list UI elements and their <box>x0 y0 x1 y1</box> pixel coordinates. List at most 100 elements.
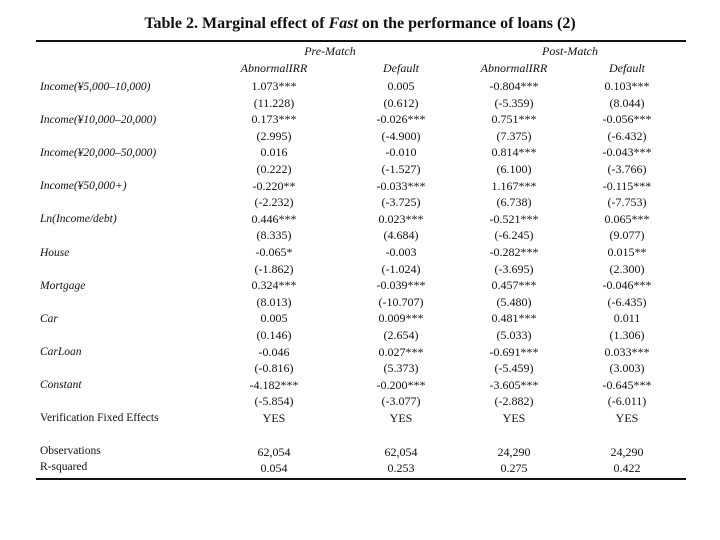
coefficient-cell: -0.804*** <box>489 79 539 93</box>
t-stat-cell: (-1.024) <box>381 261 421 276</box>
t-stat-cell: (-5.854) <box>254 394 294 409</box>
t-stat-cell: (-4.900) <box>381 128 421 143</box>
coefficient-cell: 0.005 <box>260 311 288 326</box>
coefficient-cell: -0.645*** <box>602 377 652 392</box>
coefficient-cell: 0.814*** <box>491 145 537 160</box>
coefficient-cell: -4.182*** <box>249 377 299 392</box>
column-post-default: 0.103*** (8.044) -0.056*** (-6.432) -0.043**… <box>572 78 682 426</box>
footer-post-default: 24,290 0.422 <box>572 444 682 476</box>
t-stat-cell: (-6.011) <box>607 394 647 409</box>
t-stat-cell: (-3.077) <box>381 394 421 409</box>
fixed-effects-cell: YES <box>262 410 286 425</box>
column-header-pre-abnormalirr: AbnormalIRR <box>240 61 308 75</box>
title-suffix: on the performance of loans (2) <box>357 15 576 32</box>
coefficient-cell: -0.010 <box>385 145 417 160</box>
r-squared-value: 0.422 <box>613 461 641 475</box>
table-title: Table 2. Marginal effect of Fast on the … <box>0 15 720 33</box>
column-header-post-default: Default <box>609 61 645 75</box>
t-stat-cell: (-3.766) <box>607 161 647 176</box>
coefficient-cell: -3.605*** <box>489 377 539 392</box>
coefficient-cell: -0.056*** <box>602 112 652 127</box>
t-stat-cell: (5.033) <box>496 327 532 342</box>
coefficient-cell: -0.046 <box>258 344 290 359</box>
fixed-effects-cell: YES <box>389 410 413 425</box>
coefficient-cell: 0.173*** <box>251 112 297 127</box>
coefficient-cell: 0.016 <box>260 145 288 160</box>
coefficient-cell: -0.033*** <box>376 178 426 193</box>
t-stat-cell: (-2.882) <box>494 394 534 409</box>
row-label-car: Car <box>40 313 58 325</box>
column-header-pre-default: Default <box>383 61 419 75</box>
t-stat-cell: (-6.435) <box>607 294 647 309</box>
row-label-mortgage: Mortgage <box>40 280 86 292</box>
coefficient-cell: 0.065*** <box>604 211 650 226</box>
r-squared-value: 0.275 <box>500 461 528 475</box>
r-squared-value: 0.253 <box>387 461 415 475</box>
t-stat-cell: (-3.695) <box>494 261 534 276</box>
coefficient-cell: 0.027*** <box>378 344 424 359</box>
t-stat-cell: (8.044) <box>609 95 645 110</box>
coefficient-cell: 0.023*** <box>378 211 424 226</box>
top-rule <box>36 40 686 42</box>
fixed-effects-cell: YES <box>615 410 639 425</box>
coefficient-cell: -0.046*** <box>602 278 652 293</box>
coefficient-cell: -0.003 <box>385 244 417 259</box>
t-stat-cell: (-0.816) <box>254 361 294 376</box>
group-header-post-match: Post-Match <box>542 44 598 58</box>
t-stat-cell: (4.684) <box>383 228 419 243</box>
t-stat-cell: (-6.245) <box>494 228 534 243</box>
coefficient-cell: -0.220** <box>252 178 296 193</box>
coefficient-cell: 0.011 <box>613 311 641 326</box>
t-stat-cell: (2.995) <box>256 128 292 143</box>
coefficient-cell: 0.446*** <box>251 211 297 226</box>
t-stat-cell: (7.375) <box>496 128 532 143</box>
coefficient-cell: 0.481*** <box>491 311 537 326</box>
footer-pre-default: 62,054 0.253 <box>346 444 456 476</box>
coefficient-cell: 1.073*** <box>251 79 297 93</box>
observations-value: 24,290 <box>610 445 644 459</box>
title-prefix: Table 2. Marginal effect of <box>144 15 329 32</box>
t-stat-cell: (0.146) <box>256 327 292 342</box>
column-pre-abnormalirr: 1.073*** (11.228) 0.173*** (2.995) 0.016 (0.2… <box>219 78 329 426</box>
coefficient-cell: 0.005 <box>387 79 415 93</box>
row-label-income-10000-20000: Income(¥10,000–20,000) <box>40 114 157 126</box>
coefficient-cell: -0.043*** <box>602 145 652 160</box>
r-squared-value: 0.054 <box>260 461 288 475</box>
t-stat-cell: (1.306) <box>609 327 645 342</box>
t-stat-cell: (8.013) <box>256 294 292 309</box>
coefficient-cell: -0.200*** <box>376 377 426 392</box>
t-stat-cell: (-1.862) <box>254 261 294 276</box>
coefficient-cell: 0.015** <box>607 244 647 259</box>
row-label-house: House <box>40 247 70 259</box>
row-label-r-squared: R-squared <box>40 461 88 473</box>
coefficient-cell: 0.324*** <box>251 278 297 293</box>
coefficient-cell: 0.103*** <box>604 79 650 93</box>
t-stat-cell: (-5.459) <box>494 361 534 376</box>
observations-value: 24,290 <box>497 445 531 459</box>
row-label-income-20000-50000: Income(¥20,000–50,000) <box>40 147 157 159</box>
column-post-abnormalirr: -0.804*** (-5.359) 0.751*** (7.375) 0.814***… <box>459 78 569 426</box>
t-stat-cell: (8.335) <box>256 228 292 243</box>
t-stat-cell: (-2.232) <box>254 195 294 210</box>
t-stat-cell: (-7.753) <box>607 195 647 210</box>
title-italic: Fast <box>328 15 358 32</box>
t-stat-cell: (2.654) <box>383 327 419 342</box>
column-header-post-abnormalirr: AbnormalIRR <box>480 61 548 75</box>
coefficient-cell: -0.691*** <box>489 344 539 359</box>
coefficient-cell: 1.167*** <box>491 178 537 193</box>
row-label-income-50000-plus: Income(¥50,000+) <box>40 180 127 192</box>
column-pre-default: 0.005 (0.612) -0.026*** (-4.900) -0.010 (-1.5… <box>346 78 456 426</box>
t-stat-cell: (-6.432) <box>607 128 647 143</box>
coefficient-cell: -0.039*** <box>376 278 426 293</box>
t-stat-cell: (3.003) <box>609 361 645 376</box>
t-stat-cell: (9.077) <box>609 228 645 243</box>
t-stat-cell: (-10.707) <box>378 294 424 309</box>
observations-value: 62,054 <box>384 445 418 459</box>
row-label-constant: Constant <box>40 379 82 391</box>
footer-post-abnormalirr: 24,290 0.275 <box>459 444 569 476</box>
coefficient-cell: 0.009*** <box>378 311 424 326</box>
coefficient-cell: -0.521*** <box>489 211 539 226</box>
fixed-effects-cell: YES <box>502 410 526 425</box>
footer-pre-abnormalirr: 62,054 0.054 <box>219 444 329 476</box>
t-stat-cell: (11.228) <box>253 95 295 110</box>
